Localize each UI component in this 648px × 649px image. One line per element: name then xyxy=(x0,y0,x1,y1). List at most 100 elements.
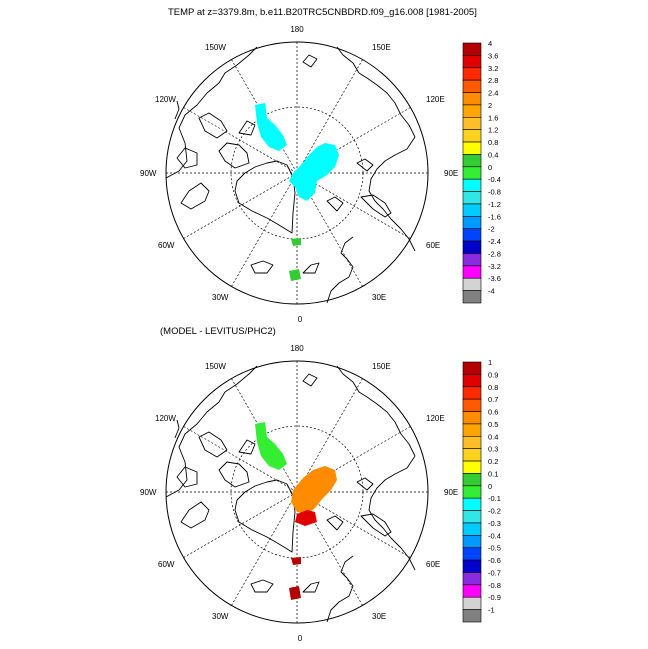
coastlines xyxy=(165,46,416,304)
colorbar-tick-label: 2.4 xyxy=(488,89,498,98)
colorbar-swatch xyxy=(462,411,482,425)
colorbar-swatch xyxy=(462,596,482,610)
lon-label-120w: 120W xyxy=(155,95,176,104)
colorbar-tick-label: -0.2 xyxy=(488,507,501,516)
patch-fram-strait-2 xyxy=(289,269,301,281)
patch-eurasian-basin xyxy=(289,143,339,201)
colorbar-tick-label: 0.2 xyxy=(488,457,498,466)
polar-map-model xyxy=(165,41,429,305)
colorbar-tick-label: -3.6 xyxy=(488,274,501,283)
colorbar-tick-label: 0.3 xyxy=(488,445,498,454)
colorbar-swatch xyxy=(462,398,482,412)
colorbar-swatch xyxy=(462,92,482,106)
colorbar-swatch xyxy=(462,129,482,143)
colorbar-tick-label: -0.9 xyxy=(488,593,501,602)
lon-label-150w: 150W xyxy=(205,362,226,371)
colorbar-swatch xyxy=(462,141,482,155)
colorbar-tick-label: 2.8 xyxy=(488,76,498,85)
colorbar-swatch xyxy=(462,79,482,93)
lon-label-120w: 120W xyxy=(155,414,176,423)
colorbar-swatch xyxy=(462,277,482,291)
colorbar-swatch xyxy=(462,572,482,586)
colorbar-tick-label: 0.8 xyxy=(488,138,498,147)
colorbar-swatch xyxy=(462,485,482,499)
colorbar-tick-label: -0.7 xyxy=(488,568,501,577)
colorbar-tick-label: -3.2 xyxy=(488,262,501,271)
colorbar-swatch xyxy=(462,67,482,81)
lon-label-180: 180 xyxy=(290,25,304,34)
colorbar-difference: 1 0.9 0.8 0.7 0.6 0.5 0.4 0.3 0.2 0.1 0 -0.1 -0.2 -0.… xyxy=(462,358,501,623)
figure-subtitle: (MODEL - LEVITUS/PHC2) xyxy=(160,326,276,337)
lon-label-30e: 30E xyxy=(372,612,386,621)
colorbar-swatch xyxy=(462,584,482,598)
lon-label-30e: 30E xyxy=(372,293,386,302)
colorbar-tick-label: -2.4 xyxy=(488,237,501,246)
colorbar-tick-label: 0.4 xyxy=(488,432,498,441)
colorbar-tick-label: 0.5 xyxy=(488,420,498,429)
colorbar-tick-label: -0.8 xyxy=(488,581,501,590)
lon-label-60e: 60E xyxy=(426,241,440,250)
colorbar-swatch xyxy=(462,510,482,524)
lon-label-150w: 150W xyxy=(205,43,226,52)
lon-label-0: 0 xyxy=(298,634,303,643)
lon-label-90w: 90W xyxy=(140,488,157,497)
lon-label-30w: 30W xyxy=(212,612,229,621)
patch-fram-strait-1 xyxy=(291,557,301,565)
longitude-labels-map1: 180 0 90W 90E 150W 120W 150E 120E 60W 30… xyxy=(140,25,458,324)
figure-title: TEMP at z=3379.8m, b.e11.B20TRC5CNBDRD.f… xyxy=(168,7,477,18)
colorbar-tick-label: 0.4 xyxy=(488,150,498,159)
colorbar-swatch xyxy=(462,423,482,437)
colorbar-tick-label: -0.5 xyxy=(488,544,501,553)
colorbar-tick-label: 1 xyxy=(488,358,492,367)
colorbar-swatch xyxy=(462,116,482,130)
colorbar-swatch xyxy=(462,448,482,462)
colorbar-tick-label: 0 xyxy=(488,482,492,491)
lon-label-30w: 30W xyxy=(212,293,229,302)
lon-label-60w: 60W xyxy=(158,241,175,250)
lon-label-60e: 60E xyxy=(426,560,440,569)
patch-eurasian-basin-hot xyxy=(295,510,317,526)
colorbar-tick-label: -0.4 xyxy=(488,531,501,540)
colorbar-model: 4 3.6 3.2 2.8 2.4 2 1.6 1.2 0.8 0.4 0 -0.4 -0.8 -1.2 -… xyxy=(462,39,501,304)
lon-label-150e: 150E xyxy=(372,43,391,52)
colorbar-tick-label: -1.6 xyxy=(488,212,501,221)
data-patches xyxy=(255,103,339,281)
colorbar-swatch xyxy=(462,203,482,217)
colorbar-tick-label: 3.2 xyxy=(488,64,498,73)
colorbar-tick-label: 0.6 xyxy=(488,408,498,417)
data-patches xyxy=(255,422,337,600)
colorbar-tick-label: -1 xyxy=(488,606,495,615)
colorbar-tick-label: 0.8 xyxy=(488,383,498,392)
colorbar-swatch xyxy=(462,228,482,242)
colorbar-tick-label: -0.6 xyxy=(488,556,501,565)
colorbar-tick-label: -2.8 xyxy=(488,249,501,258)
patch-fram-strait-1 xyxy=(291,238,301,246)
colorbar-swatch xyxy=(462,609,482,623)
lon-label-180: 180 xyxy=(290,344,304,353)
colorbar-swatch xyxy=(462,535,482,549)
colorbar-swatch xyxy=(462,216,482,230)
lon-label-90e: 90E xyxy=(444,169,458,178)
colorbar-swatch xyxy=(462,104,482,118)
patch-eurasian-basin xyxy=(291,466,337,514)
coastlines xyxy=(165,365,416,623)
grid-lines xyxy=(166,361,428,623)
lon-label-150e: 150E xyxy=(372,362,391,371)
colorbar-tick-label: 0 xyxy=(488,163,492,172)
colorbar-swatch xyxy=(462,178,482,192)
colorbar-swatch xyxy=(462,522,482,536)
colorbar-swatch xyxy=(462,191,482,205)
colorbar-swatch xyxy=(462,361,482,375)
colorbar-tick-label: -2 xyxy=(488,225,495,234)
longitude-labels-map2: 180 0 90W 90E 150W 120W 150E 120E 60W 30… xyxy=(140,344,458,643)
colorbar-swatch xyxy=(462,386,482,400)
colorbar-tick-label: 0.7 xyxy=(488,395,498,404)
colorbar-swatch xyxy=(462,253,482,267)
colorbar-tick-label: -1.2 xyxy=(488,200,501,209)
colorbar-tick-label: 0.9 xyxy=(488,370,498,379)
colorbar-swatch xyxy=(462,435,482,449)
colorbar-tick-label: 0.1 xyxy=(488,469,498,478)
patch-canada-basin xyxy=(255,103,287,151)
lon-label-90w: 90W xyxy=(140,169,157,178)
